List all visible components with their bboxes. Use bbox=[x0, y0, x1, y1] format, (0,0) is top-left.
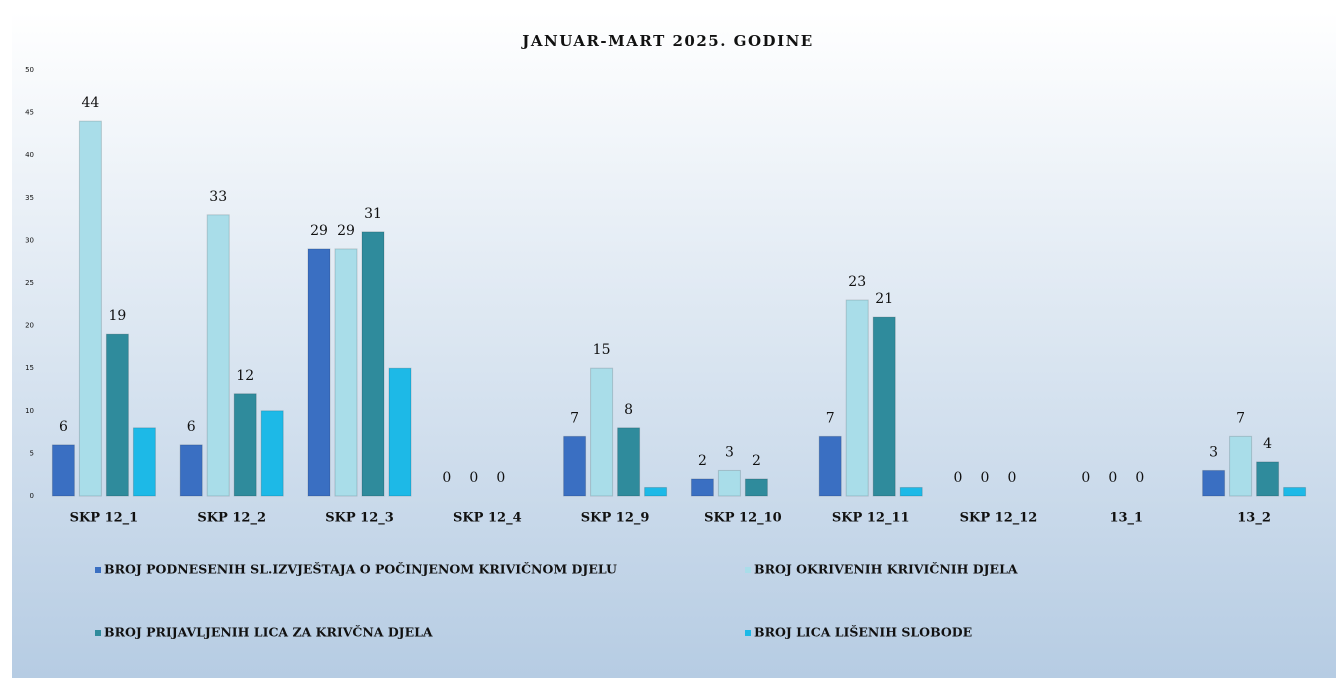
y-tick-label: 35 bbox=[25, 194, 34, 202]
legend-marker bbox=[95, 567, 101, 573]
data-label: 0 bbox=[1008, 470, 1017, 486]
y-tick-label: 20 bbox=[25, 322, 34, 330]
data-label: 0 bbox=[1135, 470, 1144, 486]
bar bbox=[1202, 469, 1226, 497]
legend-label: BROJ OKRIVENIH KRIVIČNIH DJELA bbox=[754, 561, 1018, 577]
data-label: 19 bbox=[108, 308, 126, 324]
legend-label: BROJ PODNESENIH SL.IZVJEŠTAJA O POČINJEN… bbox=[104, 561, 617, 577]
bar bbox=[872, 316, 896, 497]
data-label: 2 bbox=[752, 453, 761, 469]
data-label: 3 bbox=[725, 444, 734, 460]
bar bbox=[179, 444, 203, 497]
data-label: 8 bbox=[624, 402, 633, 418]
bar bbox=[132, 427, 156, 497]
data-label: 0 bbox=[496, 470, 505, 486]
bar bbox=[388, 367, 412, 497]
x-tick-label: SKP 12_3 bbox=[325, 511, 394, 526]
data-label: 29 bbox=[337, 223, 355, 239]
legend-label: BROJ PRIJAVLJENIH LICA ZA KRIVČNA DJELA bbox=[104, 624, 433, 640]
bar bbox=[105, 333, 129, 497]
data-label: 44 bbox=[81, 95, 99, 111]
data-label: 4 bbox=[1263, 436, 1272, 452]
x-tick-label: SKP 12_10 bbox=[704, 511, 782, 526]
bar bbox=[260, 410, 284, 497]
data-label: 21 bbox=[875, 291, 893, 307]
y-tick-label: 25 bbox=[25, 279, 34, 287]
y-tick-label: 10 bbox=[25, 407, 34, 415]
y-tick-label: 50 bbox=[25, 66, 34, 74]
bar bbox=[334, 248, 358, 497]
data-label: 29 bbox=[310, 223, 328, 239]
y-tick-label: 45 bbox=[25, 109, 34, 117]
data-label: 7 bbox=[570, 410, 579, 426]
bar bbox=[233, 393, 257, 497]
x-tick-label: SKP 12_9 bbox=[581, 511, 650, 526]
bar bbox=[1229, 435, 1253, 497]
y-tick-label: 15 bbox=[25, 364, 34, 372]
chart-title: JANUAR-MART 2025. GODINE bbox=[520, 32, 813, 50]
data-label: 0 bbox=[981, 470, 990, 486]
bar bbox=[845, 299, 869, 497]
bar bbox=[1256, 461, 1280, 497]
bar bbox=[563, 435, 587, 497]
data-label: 15 bbox=[593, 342, 611, 358]
bar bbox=[1283, 486, 1307, 497]
legend-marker bbox=[745, 630, 751, 636]
bar bbox=[617, 427, 641, 497]
data-label: 0 bbox=[954, 470, 963, 486]
data-label: 2 bbox=[698, 453, 707, 469]
data-label: 0 bbox=[1108, 470, 1117, 486]
legend-marker bbox=[95, 630, 101, 636]
bar bbox=[717, 469, 741, 497]
bar bbox=[744, 478, 768, 497]
data-label: 7 bbox=[826, 410, 835, 426]
bar bbox=[206, 214, 230, 497]
y-tick-label: 5 bbox=[30, 449, 34, 457]
data-label: 7 bbox=[1236, 410, 1245, 426]
data-label: 0 bbox=[442, 470, 451, 486]
x-tick-label: 13_1 bbox=[1109, 511, 1143, 526]
data-label: 12 bbox=[236, 368, 254, 384]
bar bbox=[51, 444, 75, 497]
data-label: 33 bbox=[209, 189, 227, 205]
bar bbox=[690, 478, 714, 497]
data-label: 0 bbox=[469, 470, 478, 486]
bar bbox=[307, 248, 331, 497]
x-tick-label: SKP 12_11 bbox=[832, 511, 910, 526]
y-tick-label: 0 bbox=[30, 492, 34, 500]
x-tick-label: SKP 12_4 bbox=[453, 511, 522, 526]
bar bbox=[818, 435, 842, 497]
legend-label: BROJ LICA LIŠENIH SLOBODE bbox=[754, 624, 972, 640]
bar bbox=[590, 367, 614, 497]
x-tick-label: SKP 12_1 bbox=[70, 511, 139, 526]
chart-background bbox=[12, 12, 1336, 678]
x-tick-label: 13_2 bbox=[1237, 511, 1271, 526]
legend-marker bbox=[745, 567, 751, 573]
bar bbox=[361, 231, 385, 497]
x-tick-label: SKP 12_12 bbox=[960, 511, 1038, 526]
data-label: 0 bbox=[1081, 470, 1090, 486]
y-tick-label: 40 bbox=[25, 151, 34, 159]
x-tick-label: SKP 12_2 bbox=[197, 511, 266, 526]
bar bbox=[78, 120, 102, 497]
y-tick-label: 30 bbox=[25, 236, 34, 244]
data-label: 31 bbox=[364, 206, 382, 222]
data-label: 23 bbox=[848, 274, 866, 290]
bar bbox=[644, 486, 668, 497]
data-label: 3 bbox=[1209, 444, 1218, 460]
data-label: 6 bbox=[59, 419, 68, 435]
bar bbox=[899, 486, 923, 497]
data-label: 6 bbox=[187, 419, 196, 435]
